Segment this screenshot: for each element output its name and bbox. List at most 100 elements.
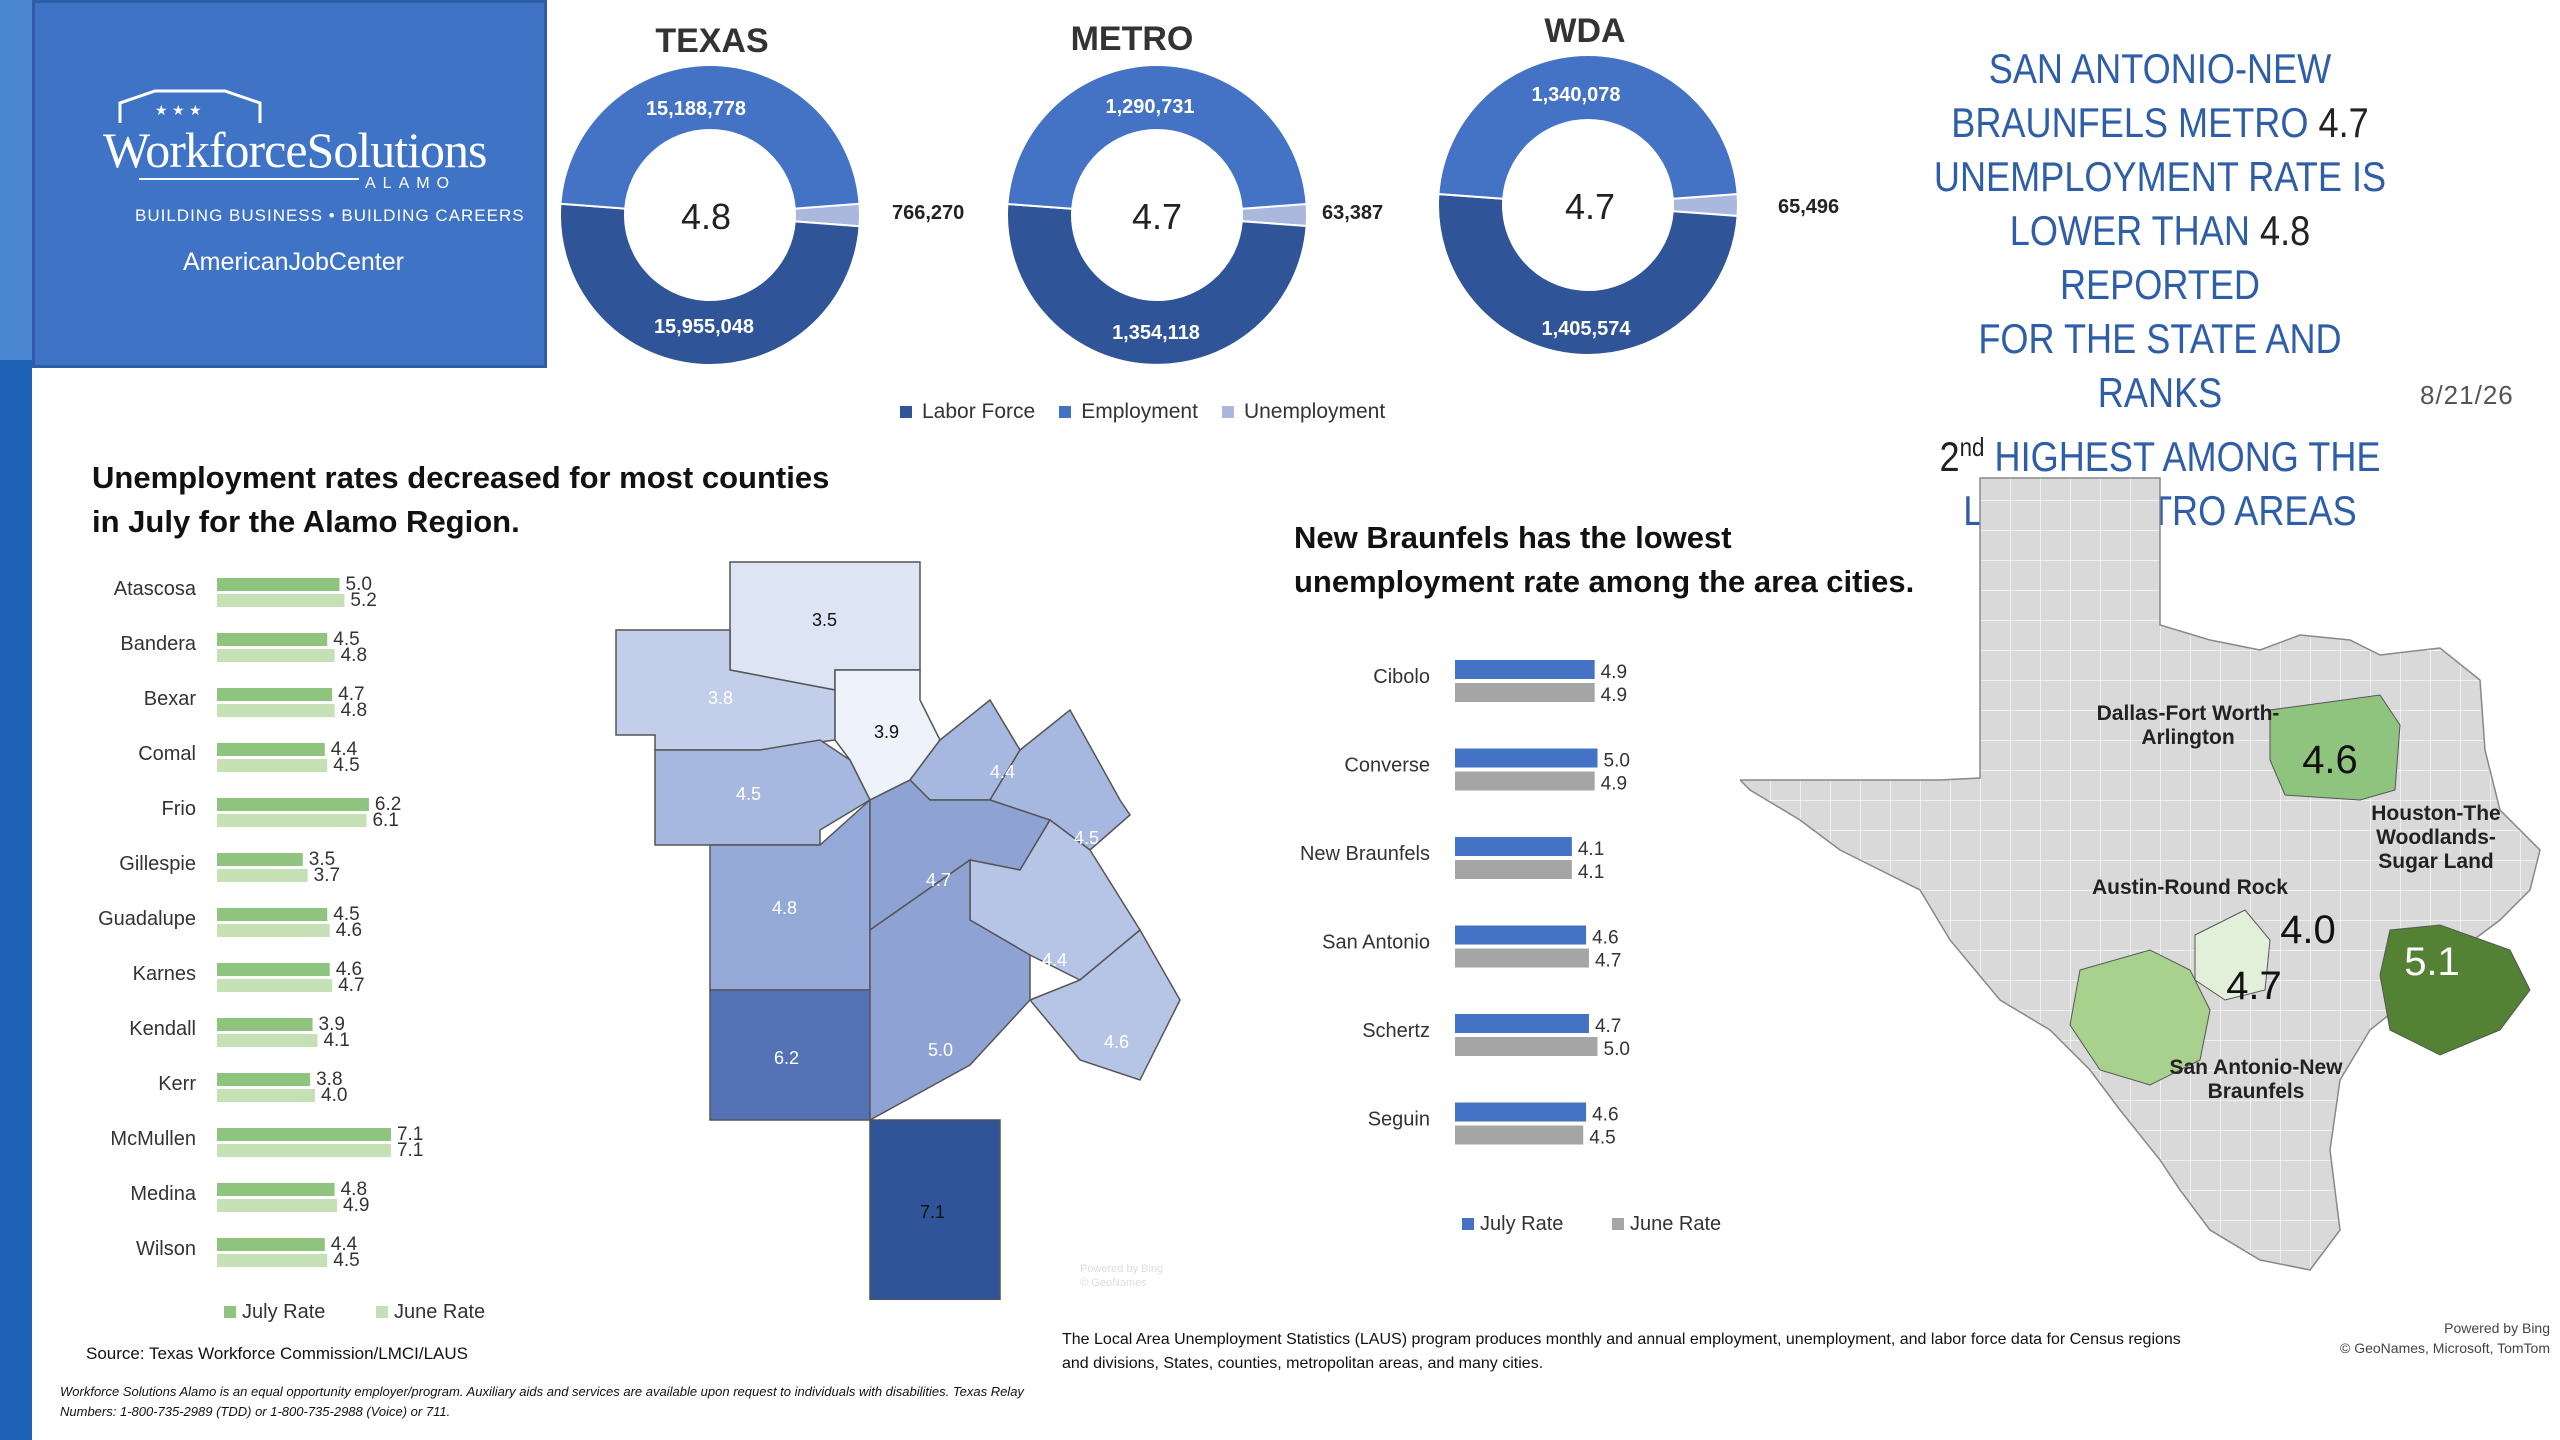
bar-category-label: McMullen: [110, 1128, 196, 1150]
map-label-bandera: 4.5: [736, 784, 762, 804]
bar-june-rate: [217, 869, 308, 882]
legend-label: June Rate: [1630, 1213, 1721, 1235]
bar-value-label: 5.0: [346, 574, 372, 595]
bar-june-rate: [217, 594, 345, 607]
bar-july-rate: [1455, 925, 1587, 945]
logo-wordmark: WorkforceSolutions: [103, 122, 487, 178]
legend-swatch: [224, 1306, 236, 1318]
headline-line: BRAUNFELS METRO 4.7: [1951, 99, 2369, 146]
bar-value-label: 7.1: [397, 1124, 423, 1145]
bar-july-rate: [1455, 660, 1595, 679]
laus-note: The Local Area Unemployment Statistics (…: [1062, 1331, 2181, 1372]
bar-july-rate: [217, 743, 325, 756]
legend-unemployment: Unemployment: [1243, 400, 1386, 423]
bar-value-label: 4.7: [338, 975, 364, 996]
bar-category-label: Atascosa: [114, 578, 197, 600]
donut-unemployment-texas: 766,270: [892, 202, 965, 224]
bar-category-label: Medina: [130, 1183, 196, 1205]
bar-june-rate: [1455, 771, 1595, 791]
map-county-karnes: [1028, 928, 1181, 1081]
legend-swatch: [376, 1306, 388, 1318]
legend-swatch: [1612, 1218, 1624, 1230]
bar-value-label: 5.0: [1604, 751, 1630, 772]
bar-july-rate: [1455, 837, 1572, 856]
bar-value-label: 4.7: [1595, 951, 1621, 972]
bar-value-label: 5.0: [1604, 1039, 1630, 1060]
legend-label: June Rate: [394, 1301, 485, 1323]
logo-alamo: ALAMO: [365, 175, 457, 192]
bar-june-rate: [217, 1199, 338, 1212]
bar-value-label: 4.5: [1589, 1128, 1615, 1149]
donut-unemployment-wda: 65,496: [1778, 196, 1840, 218]
donut-charts: [559, 54, 1740, 366]
map-label-kendall: 3.9: [874, 722, 900, 742]
donut-title-metro: METRO: [1070, 20, 1194, 58]
bar-category-label: Bexar: [144, 688, 197, 710]
bar-july-rate: [217, 1128, 391, 1141]
donut-employment-metro: 1,290,731: [1105, 96, 1195, 118]
bar-value-label: 4.4: [331, 1234, 358, 1255]
value-houston: 5.1: [2404, 940, 2460, 984]
map-label-atascosa: 5.0: [928, 1040, 954, 1060]
value-san-antonio: 4.7: [2226, 964, 2282, 1008]
bar-july-rate: [217, 1183, 335, 1196]
donut-employment-wda: 1,340,078: [1531, 84, 1621, 106]
legend-swatch-unemployment: [1221, 406, 1234, 418]
bar-july-rate: [217, 798, 369, 811]
bar-value-label: 4.6: [1592, 1105, 1618, 1126]
svg-text:★ ★ ★: ★ ★ ★: [155, 103, 202, 119]
map-label-frio: 6.2: [774, 1048, 800, 1068]
bar-value-label: 4.9: [343, 1195, 369, 1216]
donut-rate-texas: 4.8: [680, 196, 732, 237]
city-section-title: New Braunfels has the lowest unemploymen…: [1294, 520, 1915, 599]
bar-july-rate: [217, 1238, 325, 1251]
left-accent-bar: [0, 0, 32, 1440]
report-date: 8/21/26: [2420, 380, 2514, 410]
bar-july-rate: [1455, 1102, 1587, 1122]
map-label-mcmullen: 7.1: [920, 1202, 946, 1222]
bar-june-rate: [217, 979, 333, 992]
donut-unemployment-metro: 63,387: [1322, 202, 1384, 224]
donut-hole: [625, 130, 795, 300]
bar-category-label: San Antonio: [1322, 932, 1430, 954]
value-austin: 4.0: [2280, 908, 2336, 952]
bar-value-label: 4.1: [1578, 839, 1604, 860]
bar-july-rate: [217, 963, 330, 976]
county-section-title: Unemployment rates decreased for most co…: [92, 460, 830, 539]
bar-value-label: 4.4: [331, 739, 358, 760]
bar-july-rate: [1455, 748, 1598, 768]
bar-value-label: 4.5: [333, 629, 359, 650]
bing-attribution-1: Powered by Bing © GeoNames: [1080, 1263, 1164, 1289]
bar-july-rate: [217, 633, 328, 646]
map-county-atascosa: [869, 858, 1031, 1122]
headline-line: UNEMPLOYMENT RATE IS: [1933, 153, 2387, 200]
donut-legend: Labor Force Employment Unemployment: [900, 400, 1385, 424]
metro-houston: [2379, 924, 2531, 1056]
map-label-guadalupe: 4.5: [1074, 828, 1100, 848]
bar-value-label: 4.0: [321, 1085, 347, 1106]
map-label-medina: 4.8: [772, 898, 798, 918]
bar-category-label: Guadalupe: [98, 908, 196, 930]
bing-attribution-2: Powered by Bing © GeoNames, Microsoft, T…: [2340, 1320, 2550, 1356]
workforce-solutions-logo: ★ ★ ★ WorkforceSolutions ALAMO BUILDING …: [32, 0, 547, 368]
map-label-karnes: 4.6: [1104, 1032, 1130, 1052]
bar-category-label: Comal: [138, 743, 196, 765]
bar-value-label: 4.7: [338, 684, 364, 705]
label-san-antonio: San Antonio-New Braunfels: [2169, 1056, 2343, 1103]
bar-value-label: 3.8: [316, 1069, 342, 1090]
legend-employment: Employment: [1081, 400, 1198, 423]
headline: SAN ANTONIO-NEW BRAUNFELS METRO 4.7 UNEM…: [1919, 42, 2401, 538]
bar-value-label: 4.6: [1592, 928, 1618, 949]
bar-june-rate: [217, 924, 330, 937]
legend-swatch: [1462, 1218, 1474, 1230]
bar-value-label: 4.9: [1601, 662, 1627, 683]
bar-june-rate: [217, 759, 328, 772]
source-note: Source: Texas Workforce Commission/LMCI/…: [86, 1344, 468, 1363]
donut-labels: TEXAS 15,188,778 15,955,048 766,270 4.8 …: [0, 0, 1839, 344]
bar-value-label: 4.5: [333, 1250, 359, 1271]
metro-san-antonio: [2069, 949, 2211, 1086]
bar-july-rate: [217, 1018, 313, 1031]
legend-label: July Rate: [1480, 1213, 1563, 1235]
